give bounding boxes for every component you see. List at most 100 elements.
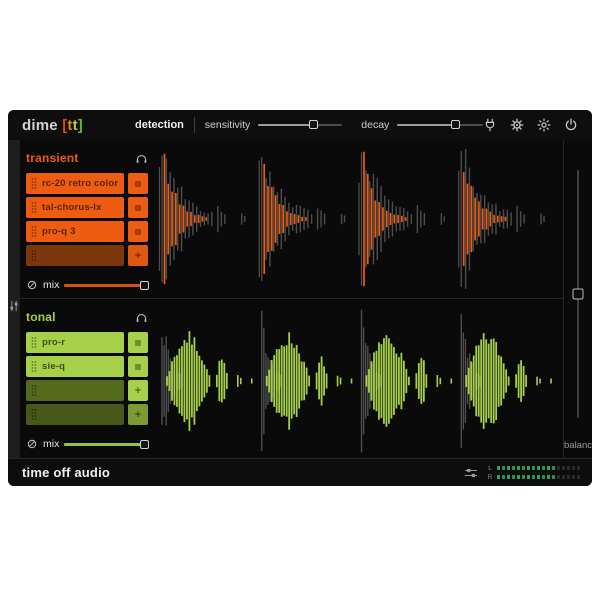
decay-fill bbox=[397, 124, 456, 126]
tonal-title: tonal bbox=[26, 310, 56, 324]
meter-segment bbox=[546, 474, 550, 480]
plugin-slot[interactable]: + bbox=[26, 380, 148, 401]
plugin-slot[interactable]: + bbox=[26, 245, 148, 266]
slot-block[interactable]: pro-r bbox=[26, 332, 124, 353]
transient-mix-track bbox=[64, 284, 148, 287]
slot-menu-button[interactable] bbox=[128, 197, 148, 218]
menu-icon bbox=[135, 228, 141, 235]
decay-label: decay bbox=[361, 119, 390, 131]
panel-sliders-icon[interactable] bbox=[8, 300, 21, 312]
slot-add-button[interactable]: + bbox=[128, 404, 148, 425]
transient-mix-thumb[interactable] bbox=[140, 280, 149, 290]
headphones-icon[interactable] bbox=[135, 311, 148, 324]
slot-menu-button[interactable] bbox=[128, 356, 148, 377]
slot-label: rc-20 retro color bbox=[42, 178, 119, 189]
plugin-slot[interactable]: sie-q bbox=[26, 356, 148, 377]
meter-row: L bbox=[488, 464, 580, 472]
slot-label: pro-r bbox=[42, 337, 66, 348]
meter-segment bbox=[571, 474, 575, 480]
logo-bracket-close: ] bbox=[77, 116, 83, 134]
slot-add-button[interactable]: + bbox=[128, 380, 148, 401]
slot-block[interactable] bbox=[26, 245, 124, 266]
slot-block[interactable] bbox=[26, 380, 124, 401]
power-icon[interactable] bbox=[564, 118, 578, 132]
plugin-slot[interactable]: pro-r bbox=[26, 332, 148, 353]
meter-segment bbox=[536, 474, 540, 480]
tonal-section: tonal pro-r sie-q + + mix bbox=[20, 299, 563, 458]
menu-icon bbox=[135, 180, 141, 187]
output-sliders-icon[interactable] bbox=[464, 467, 478, 479]
balance-thumb[interactable] bbox=[572, 288, 584, 300]
menu-icon bbox=[135, 204, 141, 211]
meter-channel-label: R bbox=[487, 473, 493, 481]
drag-handle-icon[interactable] bbox=[31, 336, 37, 349]
detection-tab[interactable]: detection bbox=[135, 119, 184, 131]
plugin-slot[interactable]: + bbox=[26, 404, 148, 425]
slot-block[interactable]: tal-chorus-lx bbox=[26, 197, 124, 218]
topbar-icons bbox=[483, 118, 582, 132]
decay-slider[interactable] bbox=[397, 119, 483, 131]
plugin-slot[interactable]: tal-chorus-lx bbox=[26, 197, 148, 218]
meter-channel-label: L bbox=[488, 464, 492, 472]
bypass-icon[interactable] bbox=[26, 279, 38, 291]
decay-thumb[interactable] bbox=[450, 120, 460, 129]
app-logo: dime [tt] bbox=[22, 117, 83, 134]
drag-handle-icon[interactable] bbox=[31, 249, 37, 262]
meter-segment bbox=[511, 465, 515, 471]
plugin-slot[interactable]: pro-q 3 bbox=[26, 221, 148, 242]
bypass-icon[interactable] bbox=[26, 438, 38, 450]
meter-segment bbox=[516, 465, 520, 471]
balance-strip: balance bbox=[563, 140, 592, 458]
balance-label: balance bbox=[564, 440, 592, 451]
plugin-body: transient rc-20 retro color tal-chorus-lx… bbox=[8, 140, 592, 458]
plugin-slot[interactable]: rc-20 retro color bbox=[26, 173, 148, 194]
meter-segment bbox=[536, 465, 540, 471]
sensitivity-fill bbox=[258, 124, 314, 126]
slot-menu-button[interactable] bbox=[128, 332, 148, 353]
slot-add-button[interactable]: + bbox=[128, 245, 148, 266]
transient-waveform bbox=[156, 140, 563, 298]
logo-bracket-open: [ bbox=[62, 116, 68, 134]
drag-handle-icon[interactable] bbox=[31, 225, 37, 238]
tonal-mix-thumb[interactable] bbox=[140, 439, 149, 449]
brightness-icon[interactable] bbox=[537, 118, 551, 132]
drag-handle-icon[interactable] bbox=[31, 177, 37, 190]
top-bar: dime [tt] detection sensitivity decay bbox=[8, 110, 592, 140]
topbar-divider bbox=[193, 117, 195, 133]
slot-menu-button[interactable] bbox=[128, 173, 148, 194]
transient-mix-slider[interactable] bbox=[64, 280, 149, 291]
tonal-mix-slider[interactable] bbox=[64, 439, 149, 450]
meter-segment bbox=[521, 465, 525, 471]
main-area: transient rc-20 retro color tal-chorus-lx… bbox=[20, 140, 563, 458]
slot-menu-button[interactable] bbox=[128, 221, 148, 242]
slot-block[interactable]: pro-q 3 bbox=[26, 221, 124, 242]
meter-row: R bbox=[487, 473, 580, 481]
plug-icon[interactable] bbox=[483, 118, 497, 132]
meter-segment bbox=[551, 465, 555, 471]
slot-block[interactable] bbox=[26, 404, 124, 425]
slot-block[interactable]: rc-20 retro color bbox=[26, 173, 124, 194]
slot-block[interactable]: sie-q bbox=[26, 356, 124, 377]
drag-handle-icon[interactable] bbox=[31, 408, 37, 421]
meter-segment bbox=[561, 474, 565, 480]
drag-handle-icon[interactable] bbox=[31, 384, 37, 397]
drag-handle-icon[interactable] bbox=[31, 360, 37, 373]
slot-label: pro-q 3 bbox=[42, 226, 76, 237]
slot-label: sie-q bbox=[42, 361, 66, 372]
transient-section: transient rc-20 retro color tal-chorus-lx… bbox=[20, 140, 563, 298]
meter-segment bbox=[541, 465, 545, 471]
headphones-icon[interactable] bbox=[135, 152, 148, 165]
drag-handle-icon[interactable] bbox=[31, 201, 37, 214]
meter-segment bbox=[566, 465, 570, 471]
meter-segment bbox=[496, 465, 500, 471]
meter-segment bbox=[526, 474, 530, 480]
meter-segment bbox=[516, 474, 520, 480]
meter-segment bbox=[506, 465, 510, 471]
gear-icon[interactable] bbox=[510, 118, 524, 132]
sensitivity-thumb[interactable] bbox=[308, 120, 318, 129]
sensitivity-slider[interactable] bbox=[258, 119, 343, 131]
meter-segment bbox=[556, 474, 560, 480]
balance-slider[interactable] bbox=[572, 170, 584, 418]
meter-segment bbox=[551, 474, 555, 480]
